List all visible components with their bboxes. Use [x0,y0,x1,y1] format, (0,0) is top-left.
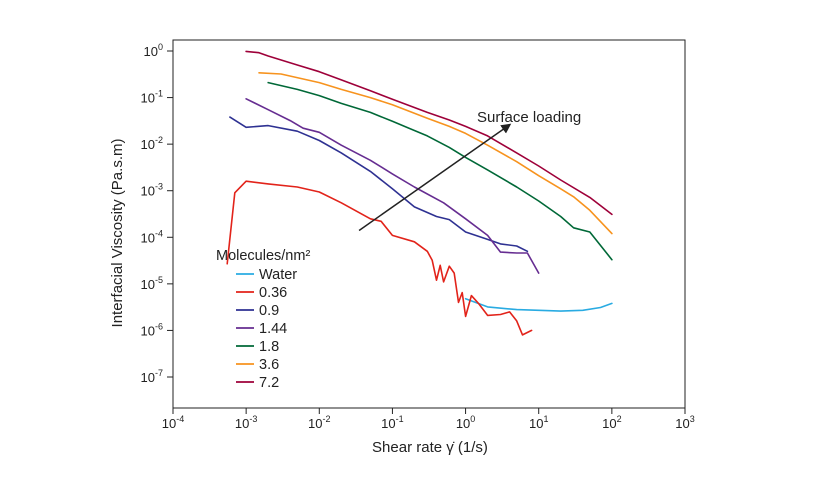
series-layer [226,50,613,336]
x-tick-label: 102 [602,414,621,431]
series-line-7.2 [245,50,613,216]
y-tick-label: 10-3 [141,182,163,199]
x-tick-label: 101 [529,414,548,431]
legend-label: 0.36 [259,285,287,301]
x-tick-label: 10-3 [235,414,257,431]
surface-loading-label: Surface loading [477,109,581,126]
x-tick-label: 10-4 [162,414,184,431]
series-line-0.9 [229,116,529,253]
y-tick-label: 100 [144,42,163,59]
y-axis-title: Interfacial Viscosity (Pa.s.m) [109,139,126,328]
legend-label: 7.2 [259,375,279,391]
x-axis-ticks: 10-4 10-3 10-2 10-1 100 101 102 103 [162,408,695,431]
plot-frame [172,39,686,409]
y-axis-ticks: 100 10-1 10-2 10-3 10-4 10-5 10-6 10-7 [141,42,173,385]
series-line-1.8 [267,81,613,261]
y-tick-label: 10-2 [141,135,163,152]
legend-label: 1.8 [259,339,279,355]
series-line-Water [464,297,613,312]
legend-label: 0.9 [259,303,279,319]
x-tick-label: 10-1 [381,414,403,431]
x-axis-title: Shear rate γ̇ (1/s) [372,439,488,456]
legend-label: 1.44 [259,321,287,337]
x-tick-label: 103 [675,414,694,431]
y-tick-label: 10-5 [141,275,163,292]
annotation: Surface loading [358,109,581,232]
y-tick-label: 10-4 [141,228,163,245]
y-tick-label: 10-7 [141,368,163,385]
legend: Molecules/nm² Water 0.36 0.9 1.44 1.8 3.6 7.2 [216,248,310,391]
series-line-3.6 [258,72,613,235]
y-tick-label: 10-6 [141,321,163,338]
x-tick-label: 10-2 [308,414,330,431]
series-line-0.36 [226,180,533,336]
series-line-1.44 [245,98,540,274]
y-tick-label: 10-1 [141,89,163,106]
legend-label: 3.6 [259,357,279,373]
legend-label: Water [259,267,297,283]
legend-title: Molecules/nm² [216,248,310,264]
plot-area [172,39,686,409]
x-tick-label: 100 [456,414,475,431]
surface-loading-arrow [358,123,512,232]
